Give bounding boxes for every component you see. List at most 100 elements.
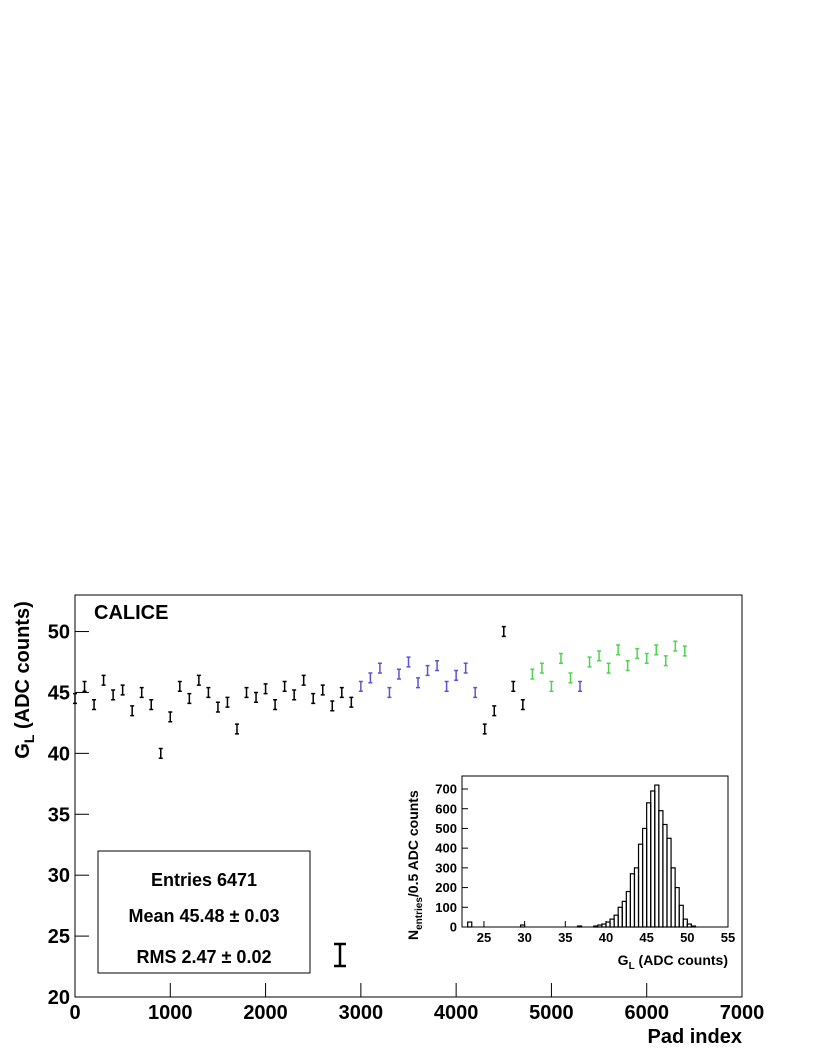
error-point [663, 655, 668, 667]
error-point [387, 686, 392, 699]
error-point [187, 692, 192, 705]
stats-entries: Entries 6471 [151, 870, 257, 890]
inset-y-title: Nentries/0.5 ADC counts [405, 790, 425, 940]
hist-bar [467, 921, 473, 928]
error-point [111, 689, 116, 701]
x-tick-label: 3000 [339, 1002, 384, 1024]
error-point [215, 701, 220, 713]
error-point [254, 691, 259, 703]
x-tick-label: 45 [639, 930, 653, 945]
error-point [463, 662, 468, 674]
marker-symbol [334, 942, 346, 968]
x-tick-label: 30 [517, 930, 531, 945]
x-tick-label: 7000 [720, 1002, 765, 1024]
y-tick-label: 700 [435, 782, 457, 797]
y-tick-label: 45 [48, 682, 70, 704]
error-point [330, 700, 335, 712]
y-tick-label: 50 [48, 622, 70, 644]
error-point [473, 686, 478, 699]
y-tick-label: 200 [435, 880, 457, 895]
plot-frame [74, 594, 743, 998]
error-point [597, 650, 602, 662]
error-point [149, 699, 154, 711]
label: CALICE [94, 602, 168, 624]
error-point [416, 677, 421, 689]
error-point [73, 692, 77, 705]
hist-bar [593, 925, 599, 928]
error-point [196, 674, 201, 686]
error-point [244, 686, 249, 699]
error-point [320, 684, 325, 696]
error-point [130, 705, 135, 717]
stats-mean: Mean 45.48 ± 0.03 [129, 906, 280, 926]
error-point [625, 660, 630, 672]
y-tick-label: 400 [435, 841, 457, 856]
error-point [349, 696, 354, 708]
error-point [482, 723, 487, 735]
error-point [654, 644, 659, 656]
inset-y-sub: entries [414, 897, 425, 930]
y-tick-label: 500 [435, 821, 457, 836]
error-point [368, 672, 373, 684]
error-point [158, 747, 163, 759]
error-point [139, 686, 144, 699]
hist-bar [576, 925, 583, 928]
error-point [396, 668, 401, 680]
x-tick-label: 40 [599, 930, 613, 945]
x-tick-label: 0 [69, 1002, 80, 1024]
y-tick-label: 25 [48, 926, 70, 948]
y-title-main: G [12, 743, 34, 759]
error-point [578, 680, 583, 692]
stats-box [97, 850, 311, 974]
x-tick-label: 1000 [148, 1002, 193, 1024]
x-tick-label: 35 [558, 930, 572, 945]
error-point [301, 674, 306, 686]
x-axis-title: Pad index [648, 1026, 742, 1048]
error-point [263, 683, 268, 695]
error-point [358, 680, 363, 692]
x-tick-label: 6000 [624, 1002, 669, 1024]
hist-bar [690, 925, 697, 928]
error-point [616, 644, 621, 656]
error-point [587, 656, 592, 668]
x-tick-label: 25 [477, 930, 491, 945]
y-tick-label: 0 [450, 920, 457, 935]
inset-x-rest: (ADC counts) [635, 952, 728, 968]
error-point [206, 686, 211, 699]
x-tick-label: 5000 [529, 1002, 574, 1024]
y-title-sub: L [21, 734, 37, 743]
x-tick-label: 55 [721, 930, 735, 945]
error-point [549, 680, 554, 692]
y-tick-label: 300 [435, 860, 457, 875]
x-tick-label: 2000 [243, 1002, 288, 1024]
error-point [339, 686, 344, 699]
error-point [558, 652, 563, 664]
error-point [234, 723, 239, 735]
error-point [501, 625, 506, 638]
error-point [511, 680, 516, 692]
error-point [177, 680, 182, 692]
y-tick-label: 30 [48, 865, 70, 887]
error-point [225, 696, 230, 708]
error-point [406, 656, 411, 668]
inset-x-sub: L [629, 961, 635, 972]
error-point [292, 689, 297, 701]
error-point [644, 652, 649, 664]
error-point [454, 669, 459, 682]
y-tick-label: 600 [435, 801, 457, 816]
y-tick-label: 20 [48, 987, 70, 1009]
hist-bar [682, 918, 688, 928]
error-point [273, 699, 278, 711]
hist-bar [678, 904, 684, 928]
error-point [682, 645, 687, 657]
hist-bar [519, 924, 526, 928]
error-point [282, 680, 287, 692]
x-tick-label: 50 [680, 930, 694, 945]
error-point [101, 674, 106, 686]
error-point [539, 662, 544, 674]
y-tick-label: 35 [48, 804, 70, 826]
error-point [435, 660, 440, 672]
error-point [377, 662, 382, 674]
error-point [530, 668, 535, 680]
